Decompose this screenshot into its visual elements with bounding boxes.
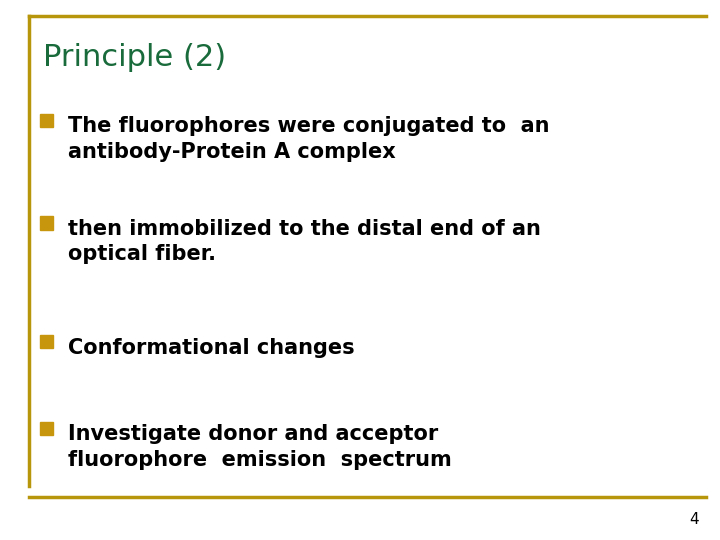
Text: Investigate donor and acceptor
fluorophore  emission  spectrum: Investigate donor and acceptor fluoropho… (68, 424, 452, 469)
Text: Principle (2): Principle (2) (43, 43, 226, 72)
Text: The fluorophores were conjugated to  an
antibody-Protein A complex: The fluorophores were conjugated to an a… (68, 116, 550, 161)
Bar (40, 114, 53, 127)
Bar (40, 335, 53, 348)
Bar (40, 422, 53, 435)
Bar (40, 217, 53, 230)
Text: 4: 4 (689, 511, 698, 526)
Text: Conformational changes: Conformational changes (68, 338, 355, 357)
Text: then immobilized to the distal end of an
optical fiber.: then immobilized to the distal end of an… (68, 219, 541, 264)
